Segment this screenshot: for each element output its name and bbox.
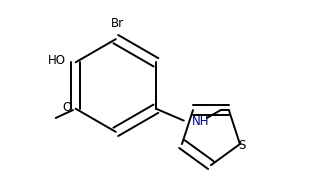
Text: NH: NH bbox=[192, 115, 210, 128]
Text: O: O bbox=[62, 101, 72, 114]
Text: Br: Br bbox=[111, 17, 124, 30]
Text: S: S bbox=[238, 139, 246, 152]
Text: HO: HO bbox=[48, 55, 66, 68]
